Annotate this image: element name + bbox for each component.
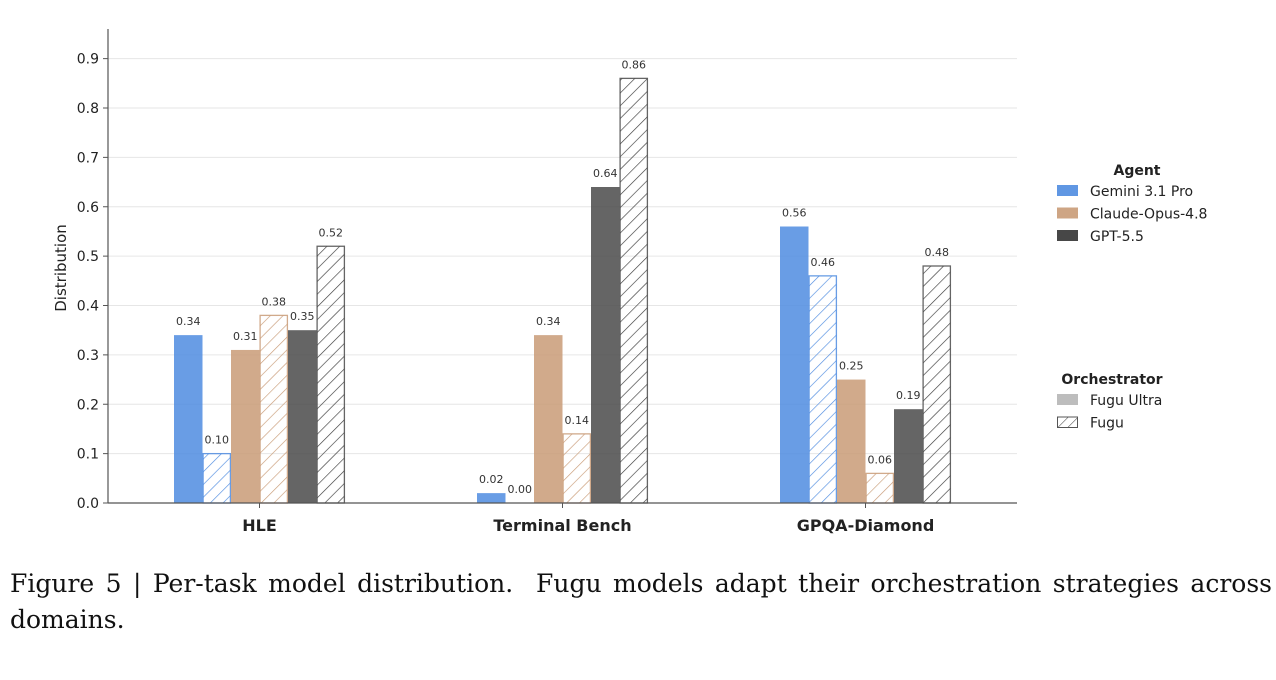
data-label: 0.00 [508,483,533,496]
y-tick-label: 0.6 [77,200,99,216]
x-tick-label: GPQA-Diamond [797,516,935,535]
chart: 0.34 0.10 0.31 0.380.35 0.52 0.02 0.00 0.34 0.14… [52,29,1207,535]
legend-title-orchestrator: Orchestrator [1061,372,1162,388]
data-label: 0.31 [233,330,258,343]
y-tick-label: 0.7 [77,150,99,166]
y-tick-label: 0.4 [77,299,99,315]
legend-title-agent: Agent [1113,163,1160,179]
y-tick-label: 0.0 [77,496,99,512]
bar [837,379,866,503]
data-label: 0.52 [319,226,344,239]
data-label: 0.34 [536,315,561,328]
data-label: 0.34 [176,315,201,328]
data-label: 0.10 [205,434,230,447]
bar [316,245,346,504]
data-label: 0.86 [622,58,647,71]
bar [259,314,289,504]
data-label: 0.35 [290,310,315,323]
bar [780,226,809,503]
y-tick-label: 0.3 [77,348,99,364]
bar [922,265,952,504]
x-tick-label: Terminal Bench [493,516,631,535]
x-tick-label: HLE [242,516,277,535]
data-label: 0.48 [925,246,950,259]
legend-label-orchestrator: Fugu [1090,416,1124,432]
bar [288,330,317,503]
y-tick-label: 0.5 [77,249,99,265]
data-label: 0.14 [565,414,590,427]
axes: 0.0 0.1 0.2 0.3 0.4 0.5 0.6 0.7 0.8 0.9 HLE Termina… [77,29,1017,535]
caption-figure-label: Figure 5 | Per-task model distribution. [10,569,514,598]
bar [865,472,895,504]
legend-swatch-agent [1057,185,1078,196]
bar [619,77,649,504]
data-label: 0.64 [593,167,618,180]
figure-caption: Figure 5 | Per-task model distribution. … [10,566,1272,638]
y-axis-label: Distribution [52,224,70,312]
y-tick-label: 0.8 [77,101,99,117]
data-label: 0.38 [262,295,287,308]
y-tick-label: 0.1 [77,447,99,463]
caption-text: Fugu models adapt their orchestration st… [10,569,1272,634]
legend-swatch-orchestrator [1057,416,1078,428]
data-label: 0.19 [896,389,921,402]
data-label: 0.25 [839,360,864,373]
legend-label-agent: Claude-Opus-4.8 [1090,207,1207,223]
legend-swatch-agent [1057,207,1078,219]
bar [174,335,203,503]
bar [477,493,506,503]
legend-label-agent: Gemini 3.1 Pro [1090,184,1193,200]
legend-swatch-orchestrator [1057,394,1078,405]
bars: 0.34 0.10 0.31 0.380.35 0.52 0.02 0.00 0.34 0.14… [174,58,952,504]
legend-swatch-agent [1057,230,1078,241]
data-label: 0.06 [868,453,893,466]
y-tick-label: 0.9 [77,52,99,68]
bar [894,409,923,503]
bar [534,335,563,503]
legend-label-orchestrator: Fugu Ultra [1090,393,1162,409]
bar [591,187,620,503]
bar [202,452,232,504]
legend: Agent Gemini 3.1 Pro Claude-Opus-4.8 GPT-5.… [1057,163,1207,432]
y-tick-label: 0.2 [77,397,99,413]
data-label: 0.46 [811,256,836,269]
legend-label-agent: GPT-5.5 [1090,229,1144,245]
bar [808,275,838,504]
bar [231,349,260,503]
data-label: 0.02 [479,473,504,486]
data-label: 0.56 [782,207,807,220]
bar [562,433,592,504]
